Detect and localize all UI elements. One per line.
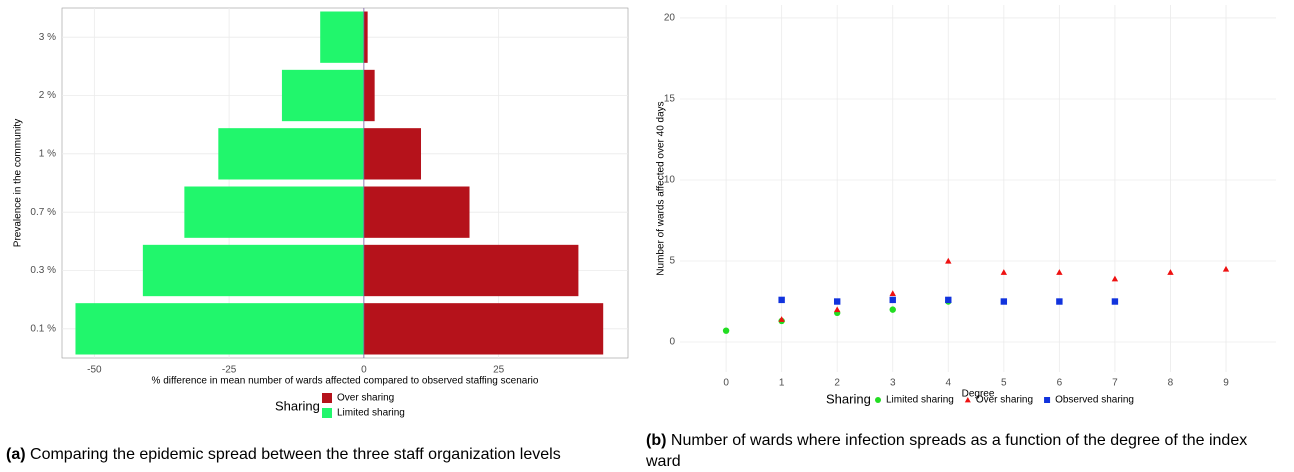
caption-text: Comparing the epidemic spread between th… xyxy=(30,446,561,463)
y-tick-label: 20 xyxy=(664,13,676,24)
point xyxy=(778,296,785,304)
y-tick-label: 3 % xyxy=(39,32,56,43)
x-tick-label: 0 xyxy=(361,365,367,376)
legend-label: Over sharing xyxy=(976,395,1033,406)
point xyxy=(833,298,841,305)
legend-key xyxy=(322,393,332,403)
bar xyxy=(363,69,375,122)
bar xyxy=(320,11,364,63)
point xyxy=(945,296,952,304)
x-tick-label: 6 xyxy=(1057,378,1063,389)
x-axis-title: % difference in mean number of wards aff… xyxy=(152,376,539,387)
y-tick-label: 5 xyxy=(669,256,675,267)
bar xyxy=(363,186,470,238)
legend-label: Observed sharing xyxy=(1055,395,1134,406)
y-tick-label: 0.3 % xyxy=(30,265,56,276)
legend-label: Limited sharing xyxy=(337,408,405,419)
point xyxy=(833,306,841,313)
x-tick-label: -25 xyxy=(222,365,237,376)
bar xyxy=(281,69,364,122)
y-axis-title: Number of wards affected over 40 days xyxy=(656,101,667,275)
point xyxy=(945,257,952,264)
caption-label: (b) xyxy=(646,432,667,449)
x-tick-label: 2 xyxy=(834,378,840,389)
x-axis-title: Degree xyxy=(962,389,995,400)
x-tick-label: 7 xyxy=(1112,378,1118,389)
x-tick-label: 25 xyxy=(493,365,505,376)
y-tick-label: 0.1 % xyxy=(30,323,56,334)
legend-key xyxy=(875,397,881,403)
point xyxy=(1056,269,1063,275)
point xyxy=(889,296,896,304)
x-tick-label: 1 xyxy=(779,378,785,389)
bar xyxy=(363,244,579,297)
point xyxy=(722,327,730,334)
point xyxy=(1111,275,1119,282)
bar xyxy=(218,128,364,180)
y-tick-label: 0.7 % xyxy=(30,207,56,218)
x-tick-label: 5 xyxy=(1001,378,1007,389)
point xyxy=(889,290,896,296)
caption-a: (a) Comparing the epidemic spread betwee… xyxy=(6,444,636,465)
bar xyxy=(363,303,604,355)
y-tick-label: 1 % xyxy=(39,148,56,159)
point xyxy=(1056,298,1063,305)
x-tick-label: 8 xyxy=(1168,378,1174,389)
bar xyxy=(184,186,364,238)
caption-b: (b) Number of wards where infection spre… xyxy=(646,430,1286,472)
bar xyxy=(363,11,368,63)
legend-key xyxy=(1044,397,1051,403)
point xyxy=(1000,269,1008,275)
x-tick-label: 0 xyxy=(723,378,729,389)
bar xyxy=(142,244,364,297)
legend-label: Limited sharing xyxy=(886,395,954,406)
legend-key xyxy=(964,397,971,403)
caption-label: (a) xyxy=(6,446,26,463)
point xyxy=(1167,269,1174,275)
x-tick-label: 9 xyxy=(1223,378,1229,389)
legend-key xyxy=(322,408,332,418)
caption-text: Number of wards where infection spreads … xyxy=(646,432,1248,470)
x-tick-label: 3 xyxy=(890,378,896,389)
plot-panel xyxy=(61,7,629,359)
x-tick-label: -50 xyxy=(87,365,102,376)
y-tick-label: 2 % xyxy=(39,90,56,101)
figure: -50 -25 0 250.1 %0.3 %0.7 %1 %2 %3 %% diffe… xyxy=(13,5,1276,419)
legend-label: Over sharing xyxy=(337,393,394,404)
bar xyxy=(363,128,422,180)
y-tick-label: 15 xyxy=(664,94,676,105)
x-tick-label: 4 xyxy=(946,378,952,389)
y-tick-label: 10 xyxy=(664,175,676,186)
y-tick-label: 0 xyxy=(669,337,675,348)
y-axis-title: Prevalence in the community xyxy=(13,119,24,247)
point xyxy=(778,316,785,322)
legend-title: Sharing xyxy=(275,398,320,413)
point xyxy=(1000,298,1008,305)
point xyxy=(1222,265,1230,272)
legend-title: Sharing xyxy=(826,391,871,406)
bar xyxy=(75,303,364,355)
point xyxy=(889,306,896,313)
point xyxy=(1111,298,1119,305)
